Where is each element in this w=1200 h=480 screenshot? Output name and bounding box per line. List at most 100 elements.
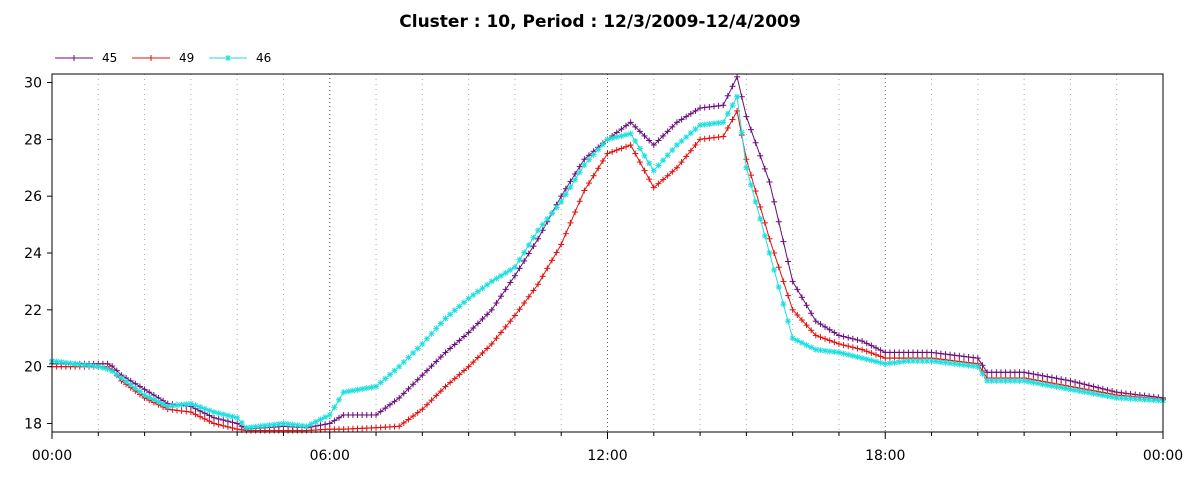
marker-stroke — [535, 227, 541, 233]
data-point — [322, 421, 329, 428]
data-point — [993, 377, 1000, 384]
marker-stroke — [739, 129, 745, 135]
marker-stroke — [470, 292, 476, 298]
data-point — [956, 352, 963, 359]
data-point — [123, 378, 130, 385]
data-point — [872, 351, 879, 358]
data-point — [641, 152, 648, 159]
data-point — [576, 163, 583, 170]
data-point — [692, 126, 699, 133]
marker-stroke — [1007, 378, 1013, 384]
marker-stroke — [1090, 391, 1097, 397]
data-point — [146, 394, 153, 401]
data-point — [798, 294, 805, 301]
marker-stroke — [345, 388, 351, 395]
data-point — [447, 345, 454, 352]
marker-stroke — [669, 147, 675, 153]
y-tick-label: 18 — [24, 416, 42, 432]
data-point — [734, 93, 741, 100]
data-point — [900, 358, 907, 365]
data-point — [687, 110, 694, 117]
marker-stroke — [692, 126, 699, 132]
data-point — [484, 281, 491, 288]
marker-stroke — [211, 409, 217, 415]
data-point — [650, 142, 657, 149]
data-point — [451, 341, 458, 348]
data-point — [155, 398, 162, 405]
marker-stroke — [322, 414, 328, 420]
data-point — [525, 242, 532, 249]
data-point — [72, 360, 79, 367]
data-point — [641, 132, 648, 139]
data-point — [1127, 395, 1134, 402]
marker-stroke — [304, 423, 310, 429]
data-point — [655, 162, 662, 169]
marker-stroke — [1016, 378, 1023, 384]
data-point — [817, 347, 824, 354]
marker-stroke — [651, 167, 657, 174]
data-point — [673, 119, 680, 126]
marker-stroke — [229, 414, 236, 420]
data-point — [433, 392, 440, 399]
marker-stroke — [1030, 379, 1036, 386]
marker-stroke — [628, 131, 634, 137]
data-point — [211, 409, 218, 416]
marker-stroke — [859, 355, 865, 361]
data-point — [521, 249, 528, 256]
data-point — [1044, 382, 1051, 389]
data-point — [437, 388, 444, 395]
marker-stroke — [424, 336, 430, 342]
data-point — [956, 361, 963, 368]
data-point — [396, 423, 403, 430]
data-point — [1081, 388, 1088, 395]
marker-stroke — [165, 403, 171, 410]
data-point — [373, 383, 380, 390]
data-point — [933, 350, 940, 357]
marker-stroke — [285, 421, 291, 427]
data-point — [979, 362, 986, 369]
marker-stroke — [715, 120, 722, 126]
data-point — [1109, 394, 1116, 401]
marker-stroke — [1063, 385, 1069, 392]
data-point — [720, 133, 727, 140]
marker-stroke — [290, 422, 296, 428]
marker-stroke — [456, 303, 462, 310]
marker-stroke — [1003, 378, 1009, 384]
marker-stroke — [1035, 380, 1041, 387]
data-point — [530, 234, 537, 241]
marker-stroke — [308, 421, 314, 427]
data-point — [743, 113, 750, 120]
data-point — [974, 363, 981, 370]
marker-stroke — [493, 275, 500, 282]
marker-stroke — [461, 299, 467, 306]
data-point — [382, 405, 389, 412]
data-point — [1067, 386, 1074, 393]
data-point — [229, 419, 236, 426]
data-point — [535, 281, 542, 288]
data-point — [442, 383, 449, 390]
data-point — [548, 210, 555, 217]
marker-stroke — [641, 153, 648, 159]
data-point — [400, 419, 407, 426]
data-point — [710, 134, 717, 141]
data-point — [470, 292, 477, 299]
data-point — [785, 318, 792, 325]
data-point — [451, 375, 458, 382]
data-point — [872, 344, 879, 351]
marker-stroke — [1044, 382, 1050, 388]
data-point — [794, 311, 801, 318]
marker-stroke — [405, 354, 412, 361]
data-point — [613, 134, 620, 141]
data-point — [859, 346, 866, 353]
marker-stroke — [67, 360, 74, 366]
data-point — [433, 325, 440, 332]
data-point — [572, 171, 579, 178]
data-point — [840, 350, 847, 357]
marker-stroke — [387, 372, 393, 378]
marker-stroke — [743, 165, 749, 171]
data-point — [502, 286, 509, 293]
data-point — [757, 152, 764, 159]
marker-stroke — [591, 152, 597, 158]
marker-stroke — [836, 349, 842, 356]
marker-stroke — [854, 354, 861, 360]
